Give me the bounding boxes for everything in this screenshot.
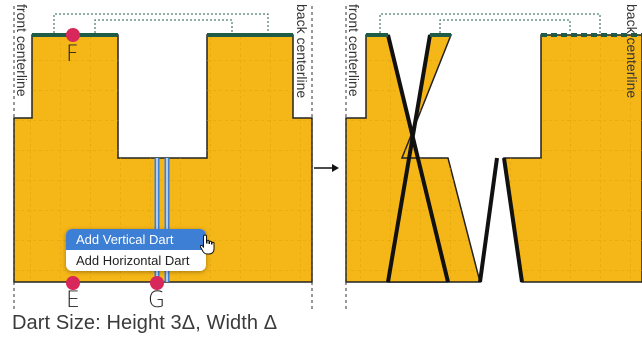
left-front-centerline-label: front centerline: [14, 4, 30, 97]
hand-pointer-icon: [199, 234, 215, 255]
context-menu: Add Vertical Dart Add Horizontal Dart: [66, 229, 206, 271]
menu-item-add-vertical-dart[interactable]: Add Vertical Dart: [66, 229, 206, 250]
dart-size-caption: Dart Size: Height 3Δ, Width Δ: [12, 312, 278, 334]
right-panel-dart-gap: [480, 158, 522, 282]
point-e-marker[interactable]: [66, 276, 80, 290]
left-back-centerline-label: back centerline: [294, 4, 310, 99]
right-dart-edge-4: [502, 157, 524, 283]
point-g-label: G: [148, 288, 166, 313]
right-dart-edge-2: [386, 34, 432, 283]
left-pattern-panel: [13, 6, 313, 310]
right-dart-edge-3: [478, 157, 499, 283]
right-seam-connector-outer: [379, 13, 601, 33]
right-back-centerline-label: back centerline: [624, 4, 640, 99]
left-seam-connector-outer: [53, 13, 269, 33]
right-front-centerline-label: front centerline: [346, 4, 362, 97]
right-dart-edge-1: [386, 34, 450, 283]
menu-item-add-horizontal-dart[interactable]: Add Horizontal Dart: [76, 253, 190, 268]
point-f-marker[interactable]: [66, 28, 80, 42]
left-panel-grid: [14, 35, 312, 282]
left-seam-connector-inner: [94, 19, 233, 33]
right-pattern-panel: [345, 6, 642, 310]
arrow-right-icon: [314, 164, 339, 172]
point-g-marker[interactable]: [150, 276, 164, 290]
right-seam-connector-inner: [439, 19, 571, 33]
point-f-label: F: [66, 42, 79, 67]
point-e-label: E: [66, 288, 80, 313]
